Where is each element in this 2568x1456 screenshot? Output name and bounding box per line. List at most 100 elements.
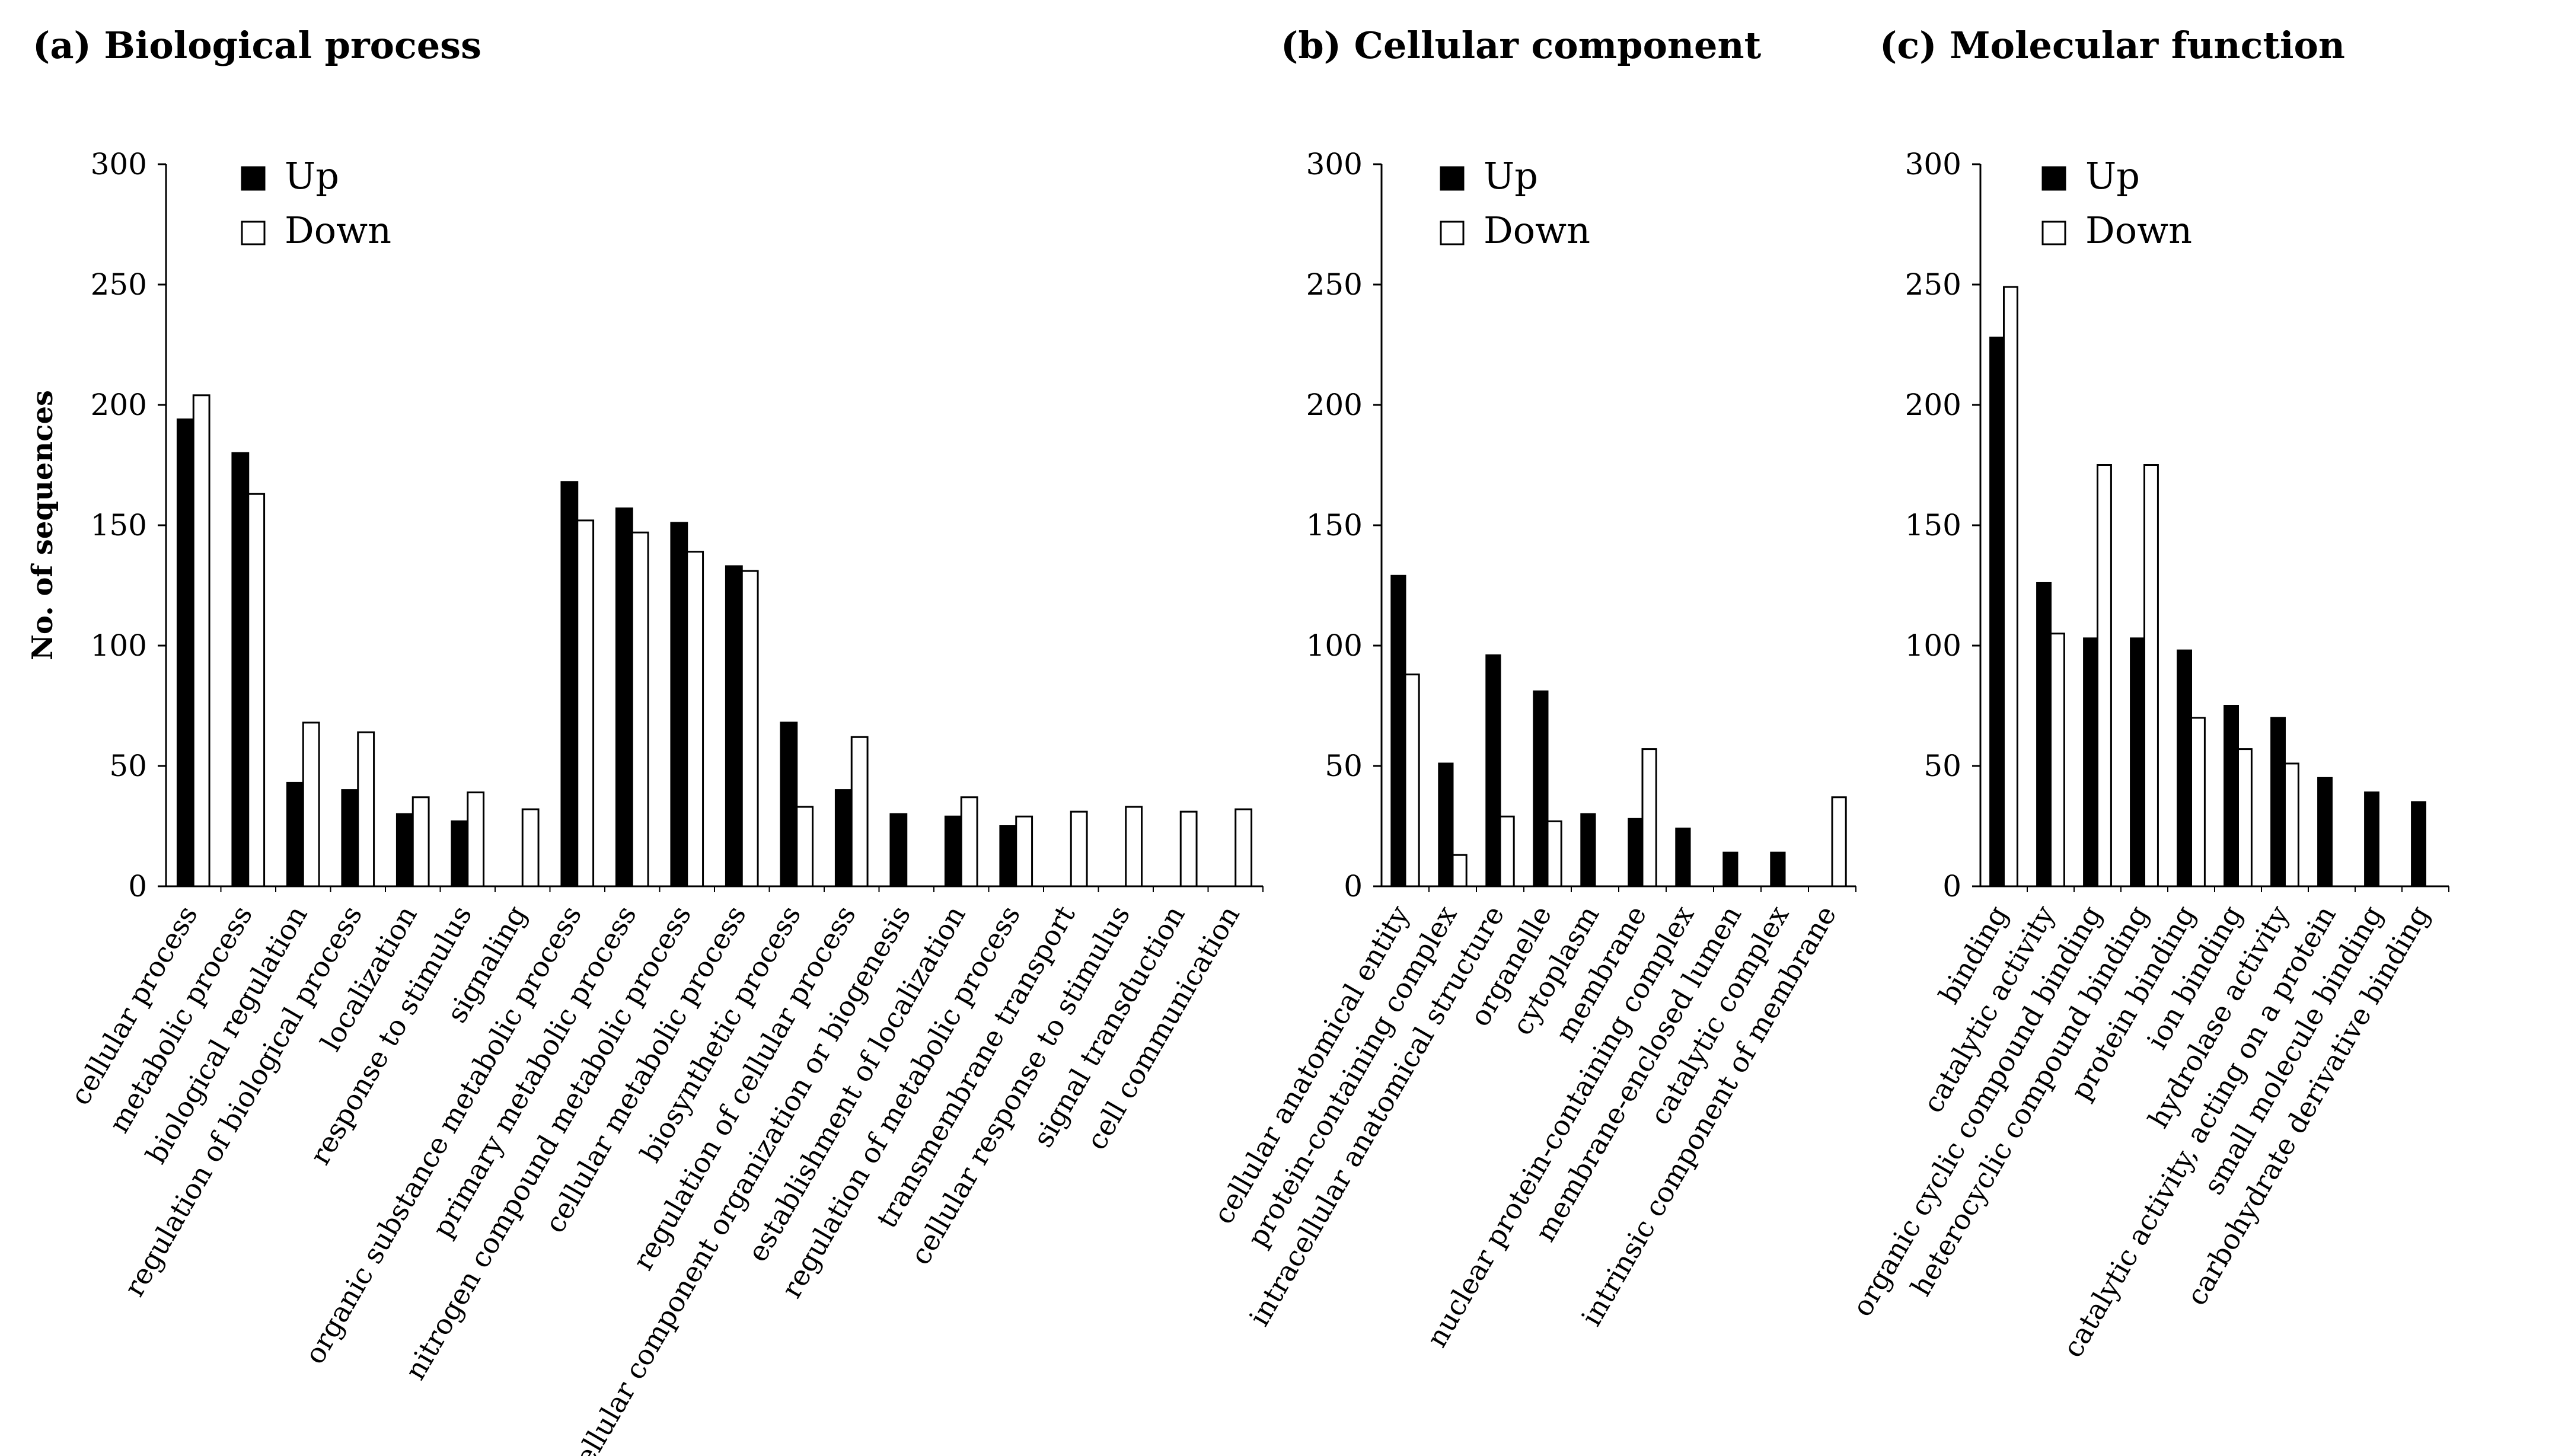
bar-down-signal-transduction — [1179, 810, 1198, 887]
y-tick-label: 250 — [1905, 267, 1961, 302]
bar-up-heterocyclic-compound-binding — [2130, 637, 2146, 887]
y-axis-label: No. of sequences — [26, 390, 59, 660]
bar-down-intracellular-anatomical-structure — [1499, 815, 1515, 887]
y-tick-label: 150 — [1306, 508, 1363, 542]
bar-down-organic-cyclic-compound-binding — [2097, 464, 2112, 887]
y-tick-label: 0 — [1344, 869, 1363, 903]
bar-up-carbohydrate-derivative-binding — [2411, 801, 2427, 887]
legend-label-up: Up — [2085, 154, 2140, 197]
y-tick-label: 0 — [1942, 869, 1961, 903]
bar-up-cellular-metabolic-process — [725, 565, 743, 887]
bar-up-ion-binding — [2224, 705, 2240, 887]
bar-up-organelle — [1533, 690, 1549, 887]
bar-up-regulation-of-cellular-process — [834, 789, 853, 887]
bar-down-catalytic-activity — [2050, 633, 2065, 887]
y-tick-label: 250 — [91, 267, 147, 302]
bar-up-catalytic-complex — [1770, 851, 1786, 887]
bar-down-regulation-of-metabolic-process — [1015, 815, 1033, 887]
legend-label-down: Down — [285, 209, 391, 252]
bar-down-primary-metabolic-process — [631, 531, 649, 887]
bar-up-small-molecule-binding — [2364, 791, 2380, 887]
y-tick-label: 100 — [91, 628, 147, 663]
bar-down-cellular-metabolic-process — [741, 570, 759, 887]
bar-up-cellular-anatomical-entity — [1390, 574, 1406, 887]
legend-label-up: Up — [285, 154, 339, 197]
bar-up-response-to-stimulus — [451, 820, 469, 887]
bar-down-organelle — [1546, 820, 1562, 887]
legend-swatch-up — [2041, 166, 2066, 191]
legend-swatch-up — [1440, 166, 1465, 191]
legend-swatch-up — [241, 166, 266, 191]
bar-up-primary-metabolic-process — [615, 507, 633, 887]
chart-title-cc: (b) Cellular component — [1281, 24, 1762, 67]
legend-label-up: Up — [1484, 154, 1538, 197]
bar-down-nitrogen-compound-metabolic-process — [686, 551, 704, 887]
bar-down-intrinsic-component-of-membrane — [1831, 796, 1847, 887]
bar-up-catalytic-activity — [2036, 582, 2052, 887]
y-tick-label: 300 — [1905, 147, 1961, 181]
y-tick-label: 150 — [1905, 508, 1961, 542]
bar-up-biological-regulation — [286, 781, 304, 887]
y-tick-label: 0 — [128, 869, 147, 903]
bar-up-metabolic-process — [231, 452, 250, 887]
bar-down-signaling — [521, 808, 540, 887]
bar-down-protein-binding — [2190, 717, 2206, 887]
bar-up-establishment-of-localization — [944, 815, 962, 887]
bar-up-organic-cyclic-compound-binding — [2083, 637, 2099, 887]
y-tick-label: 50 — [1923, 749, 1961, 783]
chart-title-bp: (a) Biological process — [33, 24, 481, 67]
y-tick-label: 300 — [91, 147, 147, 181]
bar-down-heterocyclic-compound-binding — [2143, 464, 2159, 887]
bar-down-establishment-of-localization — [960, 796, 978, 887]
bar-down-hydrolase-activity — [2284, 762, 2299, 887]
bar-up-nuclear-protein-containing-complex — [1675, 828, 1691, 887]
y-tick-label: 50 — [1325, 749, 1363, 783]
bar-up-biosynthetic-process — [780, 721, 798, 887]
bar-down-metabolic-process — [247, 493, 266, 887]
y-tick-label: 200 — [1905, 388, 1961, 422]
bar-down-biological-regulation — [302, 721, 320, 887]
bar-down-response-to-stimulus — [467, 791, 485, 887]
legend-swatch-down — [2041, 221, 2066, 245]
bar-up-catalytic-activity-acting-on-a-protein — [2317, 777, 2333, 887]
bar-down-regulation-of-biological-process — [357, 731, 375, 887]
bar-up-hydrolase-activity — [2270, 717, 2286, 887]
bar-down-binding — [2003, 286, 2018, 887]
bar-up-cellular-component-organization-or-biogenesis — [889, 813, 908, 887]
bar-up-binding — [1989, 336, 2005, 887]
bar-down-organic-substance-metabolic-process — [576, 519, 595, 887]
bar-up-protein-containing-complex — [1438, 762, 1454, 887]
legend-label-down: Down — [2085, 209, 2192, 252]
chart-title-mf: (c) Molecular function — [1880, 24, 2345, 67]
bar-down-transmembrane-transport — [1070, 810, 1088, 887]
legend-label-down: Down — [1484, 209, 1590, 252]
bar-down-ion-binding — [2237, 748, 2253, 887]
bar-up-protein-binding — [2177, 649, 2193, 887]
legend-swatch-down — [241, 221, 266, 245]
bar-down-regulation-of-cellular-process — [850, 736, 869, 887]
bar-down-protein-containing-complex — [1452, 854, 1468, 887]
y-tick-label: 200 — [91, 388, 147, 422]
y-tick-label: 250 — [1306, 267, 1363, 302]
bar-up-regulation-of-biological-process — [341, 789, 359, 887]
bar-down-membrane — [1641, 748, 1657, 887]
bar-down-cellular-anatomical-entity — [1404, 673, 1420, 887]
bar-up-membrane — [1628, 818, 1644, 887]
y-tick-label: 100 — [1905, 628, 1961, 663]
bar-down-cellular-process — [192, 394, 210, 887]
bar-down-cellular-response-to-stimulus — [1125, 806, 1143, 887]
bar-down-biosynthetic-process — [796, 806, 814, 887]
bar-down-cell-communication — [1234, 808, 1253, 887]
legend-swatch-down — [1440, 221, 1465, 245]
bar-up-regulation-of-metabolic-process — [999, 825, 1017, 887]
bar-up-organic-substance-metabolic-process — [560, 481, 579, 887]
bar-up-localization — [395, 813, 414, 887]
bar-up-cellular-process — [176, 418, 194, 887]
y-tick-label: 50 — [109, 749, 147, 783]
bar-down-localization — [411, 796, 430, 887]
bar-up-intracellular-anatomical-structure — [1485, 654, 1501, 887]
y-tick-label: 150 — [91, 508, 147, 542]
bar-up-nitrogen-compound-metabolic-process — [670, 522, 688, 887]
y-tick-label: 100 — [1306, 628, 1363, 663]
